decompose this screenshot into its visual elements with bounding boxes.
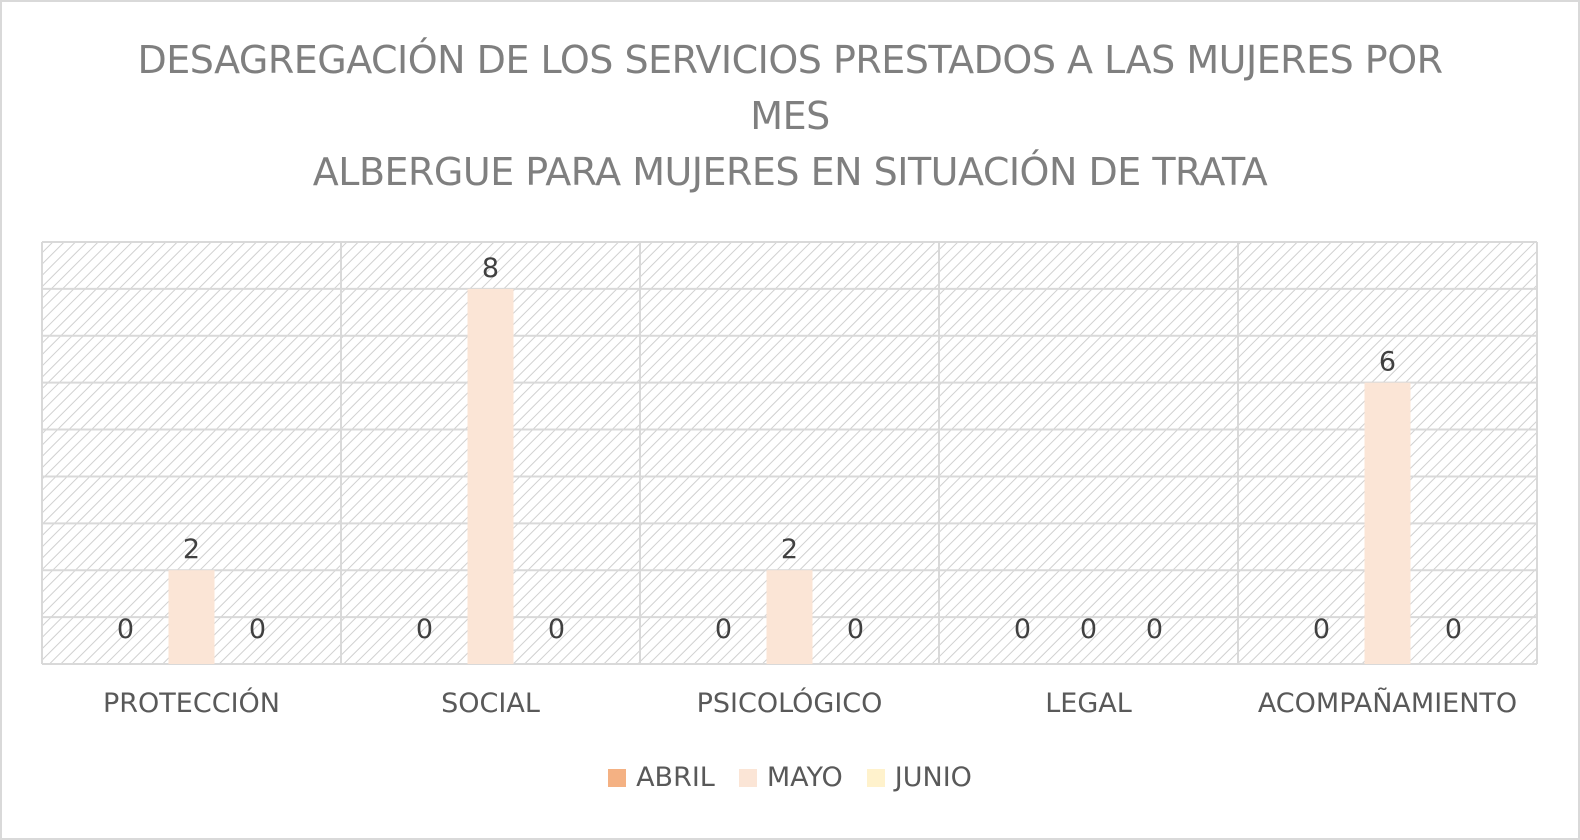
- legend-label-mayo: MAYO: [766, 762, 843, 793]
- chart-title-line-2: MES: [750, 94, 830, 138]
- data-label: 0: [1080, 614, 1097, 645]
- legend-item-junio: JUNIO: [866, 762, 972, 793]
- data-labels: 0 2 0 0 8 0 0 2 0 0 0 0 0 6 0: [117, 253, 1462, 645]
- x-axis-tick-labels: PROTECCIÓN SOCIAL PSICOLÓGICO LEGAL ACOMPAÑA…: [103, 687, 1517, 719]
- legend-swatch-mayo: [738, 768, 757, 787]
- x-tick-label: PSICOLÓGICO: [697, 687, 883, 719]
- chart-title-line-3: ALBERGUE PARA MUJERES EN SITUACIÓN DE TR…: [312, 150, 1268, 194]
- data-label: 0: [847, 614, 864, 645]
- data-label: 0: [117, 614, 134, 645]
- data-label: 6: [1379, 347, 1396, 378]
- x-tick-label: ACOMPAÑAMIENTO: [1258, 687, 1517, 719]
- x-tick-label: SOCIAL: [441, 688, 540, 719]
- legend-swatch-abril: [608, 768, 627, 787]
- x-tick-label: LEGAL: [1045, 688, 1132, 719]
- bar-mayo: [467, 288, 514, 664]
- x-tick-label: PROTECCIÓN: [103, 687, 280, 719]
- data-label: 0: [715, 614, 732, 645]
- bar-mayo: [766, 570, 813, 664]
- data-label: 2: [183, 534, 200, 565]
- legend: ABRIL MAYO JUNIO: [0, 762, 1580, 793]
- data-label: 0: [548, 614, 565, 645]
- data-label: 0: [1313, 614, 1330, 645]
- data-label: 0: [1014, 614, 1031, 645]
- gridlines: [41, 241, 1538, 665]
- legend-item-abril: ABRIL: [608, 762, 715, 793]
- chart-title-line-1: DESAGREGACIÓN DE LOS SERVICIOS PRESTADOS…: [137, 38, 1443, 82]
- bar-mayo: [1364, 382, 1411, 664]
- data-label: 0: [1445, 614, 1462, 645]
- bar-mayo: [168, 570, 215, 664]
- legend-label-abril: ABRIL: [636, 762, 715, 793]
- legend-label-junio: JUNIO: [894, 762, 972, 793]
- data-label: 8: [482, 253, 499, 284]
- data-label: 2: [781, 534, 798, 565]
- data-label: 0: [1146, 614, 1163, 645]
- legend-swatch-junio: [866, 768, 885, 787]
- bar-series: [168, 288, 1411, 664]
- data-label: 0: [249, 614, 266, 645]
- legend-item-mayo: MAYO: [738, 762, 843, 793]
- data-label: 0: [416, 614, 433, 645]
